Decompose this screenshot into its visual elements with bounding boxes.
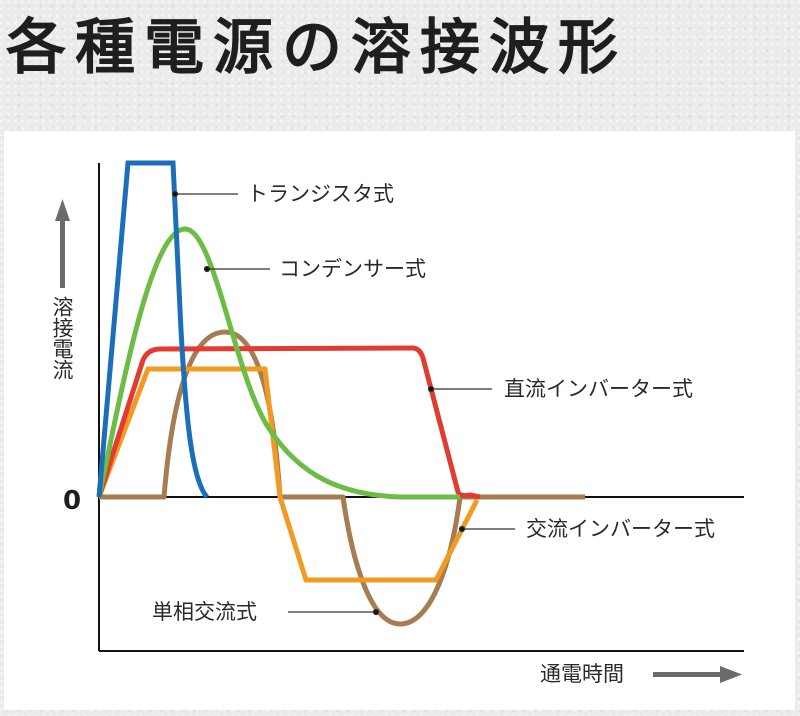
chart-panel: [4, 131, 795, 710]
y-axis-label: 溶接電流: [50, 296, 74, 380]
series-ac-inverter: [96, 366, 480, 583]
label-single-phase-ac: 単相交流式: [152, 600, 257, 624]
chart-title: 各種電源の溶接波形: [6, 13, 627, 83]
series-condenser: [96, 226, 460, 500]
x-axis-label: 通電時間: [540, 662, 624, 686]
annotation-leaders: [171, 190, 515, 616]
series-dc-inverter: [96, 345, 481, 500]
label-dc-inverter: 直流インバーター式: [504, 377, 693, 401]
series-transistor: [96, 160, 209, 499]
label-transistor: トランジスタ式: [247, 182, 394, 206]
x-axis-arrow-icon: [653, 666, 742, 683]
label-condenser: コンデンサー式: [279, 257, 426, 281]
y-tick-zero: 0: [63, 486, 82, 516]
label-ac-inverter: 交流インバーター式: [526, 517, 715, 541]
y-axis-arrow-icon: [55, 199, 70, 288]
